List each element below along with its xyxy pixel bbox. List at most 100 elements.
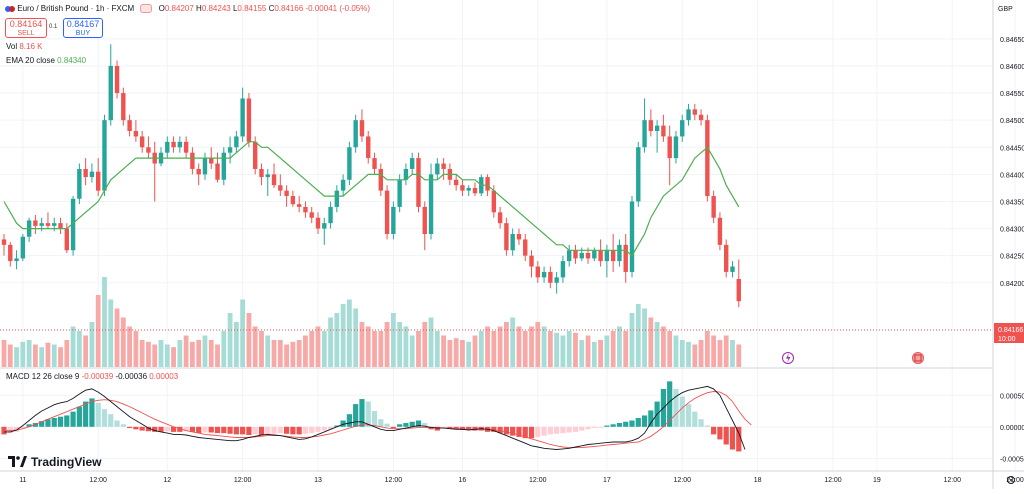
candle-body — [510, 234, 515, 251]
candle — [45, 212, 51, 229]
candle — [177, 136, 183, 153]
macd-hist-bar — [572, 426, 579, 432]
price-tick: 0.84500 — [1000, 118, 1024, 125]
candle-body — [102, 120, 107, 191]
volume-bar — [271, 340, 277, 367]
ema-path — [3, 141, 740, 257]
macd-hist-bar — [466, 426, 472, 430]
volume-bar — [51, 344, 57, 367]
candle — [416, 152, 421, 213]
candle-body — [253, 141, 258, 169]
macd-hist-bar — [353, 404, 359, 427]
macd-hist-bar — [491, 426, 497, 432]
sell-label: SELL — [17, 30, 35, 37]
ema-legend[interactable]: EMA 20 close 0.84340 — [6, 56, 86, 65]
macd-hist-bar — [623, 421, 629, 427]
candle — [472, 182, 478, 197]
volume-bar — [158, 340, 164, 367]
price-tick: 0.84200 — [1000, 281, 1024, 288]
macd-hist-bar — [20, 426, 26, 429]
candle — [183, 136, 189, 159]
candle-body — [96, 171, 101, 191]
volume-bar — [723, 335, 729, 367]
candle — [453, 174, 459, 191]
volume-bar — [541, 326, 547, 367]
candle — [240, 87, 245, 142]
macd-hist-bar — [315, 426, 321, 432]
candle-body — [629, 201, 635, 272]
volume-bar — [547, 331, 553, 367]
candle — [133, 120, 139, 142]
candle-body — [560, 261, 566, 278]
symbol-legend[interactable]: Euro / British Pound · 1h · FXCM O0.8420… — [5, 4, 370, 14]
volume-bar — [730, 340, 735, 367]
ema-value: 0.84340 — [57, 56, 87, 65]
candle-body — [384, 190, 390, 234]
macd-hist-bar — [641, 415, 648, 427]
lightning-icon[interactable] — [782, 352, 794, 364]
volume-bar — [365, 326, 371, 367]
volume-bar — [108, 299, 114, 367]
candle-body — [39, 223, 44, 226]
macd-hist-bar — [648, 410, 654, 427]
macd-hist-bar — [26, 424, 32, 427]
candle — [654, 120, 660, 153]
macd-hist-bar — [359, 399, 365, 427]
candle — [410, 152, 415, 175]
macd-hist-bar — [711, 426, 717, 435]
candle — [730, 261, 735, 278]
candle-body — [139, 136, 145, 148]
candle-body — [598, 250, 603, 262]
calendar-event-icon[interactable] — [912, 352, 924, 364]
macd-legend[interactable]: MACD 12 26 close 9 -0.00039 -0.00036 0.0… — [6, 372, 178, 381]
macd-hist-bar — [120, 424, 126, 427]
macd-hist-bar — [453, 426, 459, 430]
volume-bar — [667, 331, 673, 367]
volume-bar — [497, 326, 503, 367]
candle — [560, 255, 566, 283]
candle-body — [485, 177, 490, 191]
candle-body — [133, 131, 139, 137]
macd-hist-bar — [45, 419, 51, 427]
candle-body — [592, 250, 597, 259]
volume-bar — [447, 340, 453, 367]
candle — [259, 163, 264, 186]
eu-flag-icon — [5, 5, 11, 12]
volume-bar — [321, 331, 327, 367]
candle — [510, 228, 515, 256]
candle — [334, 185, 340, 213]
volume-bar — [303, 335, 308, 367]
volume-legend[interactable]: Vol 8.16 K — [6, 42, 43, 51]
candle-body — [516, 234, 522, 240]
candle — [428, 163, 434, 240]
candle-body — [497, 212, 503, 224]
candle-body — [535, 266, 540, 278]
buy-button[interactable]: 0.84167 BUY — [63, 18, 103, 38]
macd-hist-bar — [127, 426, 133, 429]
volume-bar — [711, 335, 717, 367]
macd-hist-bar — [221, 426, 227, 434]
candle-body — [724, 244, 729, 272]
volume-bar — [177, 340, 183, 367]
volume-bar — [1, 340, 7, 367]
currency-label[interactable]: GBP — [998, 6, 1013, 13]
volume-bar — [39, 347, 45, 367]
candle — [353, 114, 358, 153]
candle-body — [215, 163, 220, 180]
volume-value: 8.16 K — [19, 42, 43, 51]
settings-icon[interactable] — [1007, 476, 1015, 484]
volume-bar — [585, 335, 591, 367]
macd-hist-bar — [566, 426, 572, 433]
symbol-title: Euro / British Pound · 1h · FXCM — [17, 4, 135, 13]
candle-body — [435, 163, 440, 175]
macd-hist-bar — [32, 423, 38, 427]
volume-bar — [692, 344, 698, 367]
sell-button[interactable]: 0.84164 SELL — [5, 18, 47, 38]
macd-hist-bar — [334, 425, 340, 427]
volume-bar — [64, 340, 70, 367]
buy-price: 0.84167 — [66, 19, 100, 29]
macd-hist-bar — [579, 426, 585, 431]
candle-body — [403, 168, 409, 180]
candle-body — [428, 174, 434, 234]
